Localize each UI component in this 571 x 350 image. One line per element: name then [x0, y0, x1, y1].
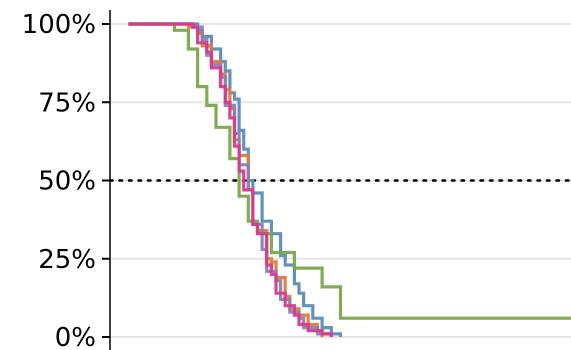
y-tick-label-0: 0%	[55, 323, 96, 350]
series-group	[128, 22, 571, 337]
y-tick-label-50: 50%	[38, 167, 96, 197]
series-line-4	[128, 22, 571, 320]
y-tick-label-25: 25%	[38, 245, 96, 275]
y-tick-label-75: 75%	[38, 88, 96, 118]
y-tick-labels: 0% 25% 50% 75% 100%	[22, 10, 96, 350]
y-tick-label-100: 100%	[22, 10, 96, 40]
axes	[102, 10, 111, 350]
series-line-5	[128, 22, 333, 337]
